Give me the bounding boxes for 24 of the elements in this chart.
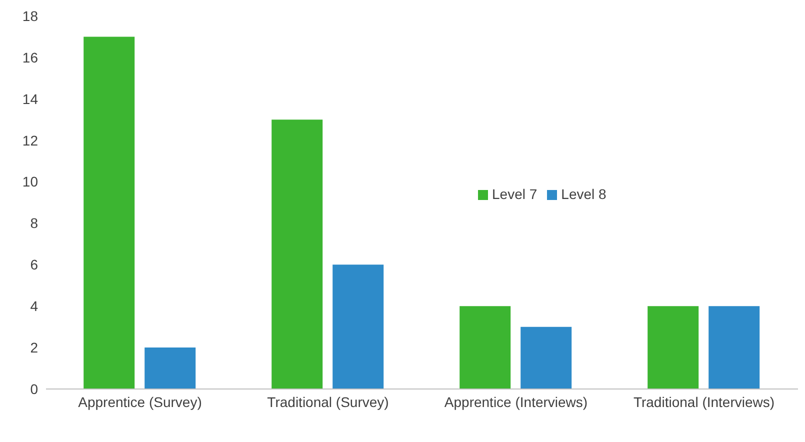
y-tick-label: 14 bbox=[22, 90, 38, 107]
x-tick-label: Traditional (Survey) bbox=[267, 394, 389, 410]
x-tick-label: Apprentice (Interviews) bbox=[444, 394, 588, 410]
y-tick-label: 10 bbox=[22, 174, 38, 190]
y-tick-label: 2 bbox=[30, 340, 38, 356]
y-tick-label: 16 bbox=[22, 49, 38, 66]
legend-label: Level 7 bbox=[492, 186, 538, 202]
bar bbox=[332, 264, 384, 389]
y-tick-label: 18 bbox=[22, 8, 38, 24]
x-tick-label: Apprentice (Survey) bbox=[78, 394, 202, 410]
bar bbox=[708, 306, 760, 389]
y-tick-label: 6 bbox=[30, 256, 38, 273]
y-tick-label: 0 bbox=[30, 380, 38, 397]
y-tick-label: 8 bbox=[30, 215, 38, 232]
y-tick-label: 4 bbox=[30, 298, 38, 314]
bar bbox=[460, 306, 511, 389]
bar bbox=[272, 120, 323, 389]
bar bbox=[648, 306, 699, 389]
x-tick-label: Traditional (Interviews) bbox=[633, 394, 775, 410]
y-tick-label: 12 bbox=[22, 132, 38, 148]
bar bbox=[144, 348, 196, 389]
legend-label: Level 8 bbox=[561, 186, 606, 202]
bar bbox=[520, 326, 572, 389]
bar bbox=[84, 36, 135, 389]
